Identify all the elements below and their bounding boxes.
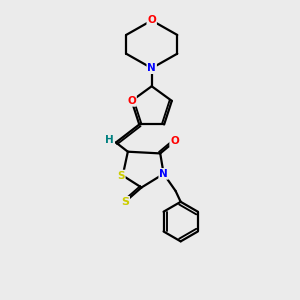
Text: O: O — [127, 96, 136, 106]
Text: N: N — [147, 63, 156, 73]
Text: O: O — [170, 136, 179, 146]
Text: H: H — [105, 135, 114, 145]
Text: N: N — [159, 169, 168, 179]
Text: S: S — [117, 171, 125, 181]
Text: O: O — [147, 16, 156, 26]
Text: S: S — [121, 197, 129, 207]
